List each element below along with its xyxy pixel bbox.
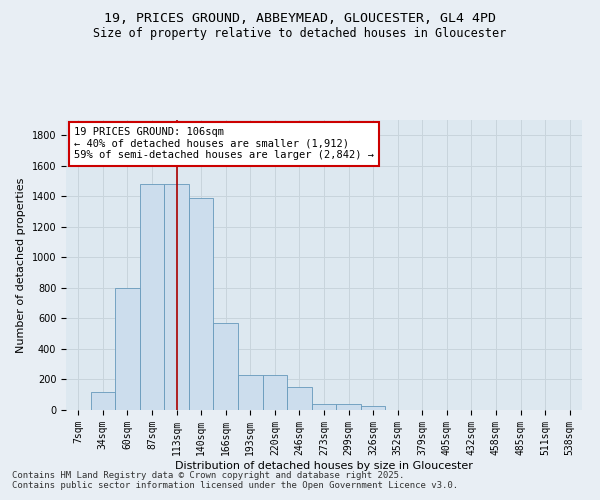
Bar bbox=[361, 406, 385, 410]
Bar bbox=[287, 387, 312, 410]
Text: Contains HM Land Registry data © Crown copyright and database right 2025.
Contai: Contains HM Land Registry data © Crown c… bbox=[12, 470, 458, 490]
Bar bbox=[91, 392, 115, 410]
Text: 19 PRICES GROUND: 106sqm
← 40% of detached houses are smaller (1,912)
59% of sem: 19 PRICES GROUND: 106sqm ← 40% of detach… bbox=[74, 127, 374, 160]
Bar bbox=[140, 184, 164, 410]
Y-axis label: Number of detached properties: Number of detached properties bbox=[16, 178, 26, 352]
Text: Size of property relative to detached houses in Gloucester: Size of property relative to detached ho… bbox=[94, 28, 506, 40]
Bar bbox=[214, 323, 238, 410]
Bar bbox=[238, 375, 263, 410]
Bar bbox=[312, 404, 336, 410]
Text: 19, PRICES GROUND, ABBEYMEAD, GLOUCESTER, GL4 4PD: 19, PRICES GROUND, ABBEYMEAD, GLOUCESTER… bbox=[104, 12, 496, 26]
Bar bbox=[189, 198, 214, 410]
X-axis label: Distribution of detached houses by size in Gloucester: Distribution of detached houses by size … bbox=[175, 460, 473, 470]
Bar bbox=[164, 184, 189, 410]
Bar bbox=[263, 375, 287, 410]
Bar bbox=[115, 288, 140, 410]
Bar bbox=[336, 404, 361, 410]
